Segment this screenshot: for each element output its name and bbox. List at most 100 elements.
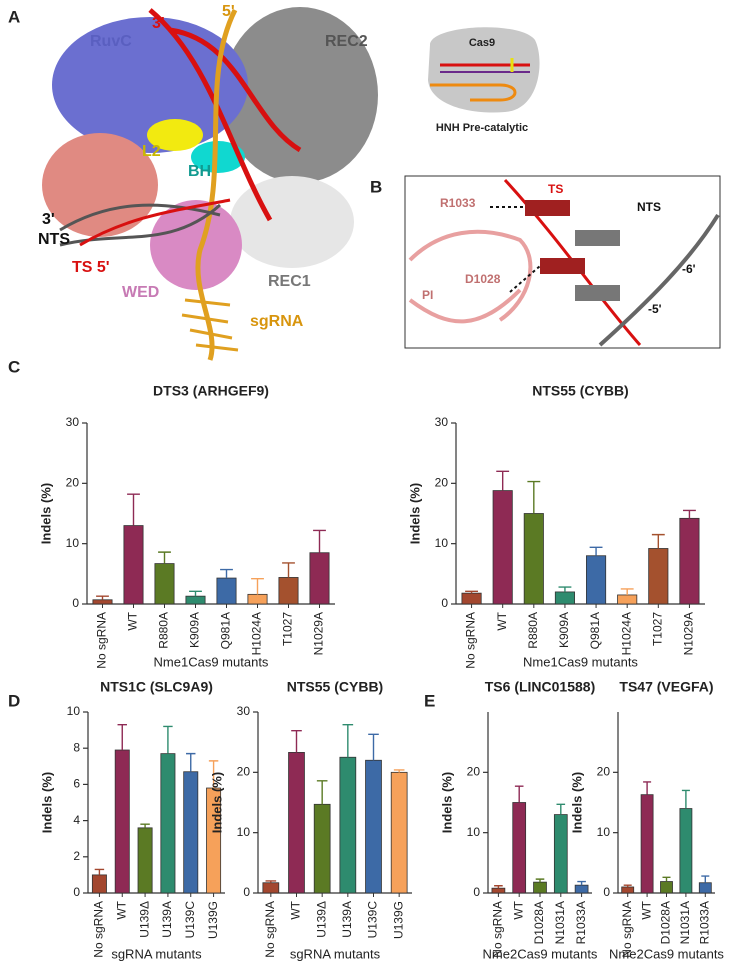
panel-letter: A [8,7,20,26]
y-tick-label: 20 [467,765,481,779]
bar [365,759,382,894]
y-tick-label: 0 [441,596,448,610]
error-bar [494,885,503,889]
x-tick-label: No sgRNA [95,612,109,669]
y-tick-label: 2 [73,849,80,863]
bar [123,525,144,605]
error-bar [127,493,140,526]
error-bar [577,880,586,886]
chart-title: TS6 (LINC01588) [485,679,595,695]
y-tick-label: 20 [435,476,449,490]
x-tick-label: T1027 [281,612,295,646]
y-tick-label: 30 [435,415,449,429]
strand-label: 3' [42,211,55,228]
domain-label: sgRNA [250,313,304,330]
x-axis-label: Nme1Cas9 mutants [154,654,269,669]
bar [278,577,299,605]
error-bar [701,875,710,883]
x-tick-label: Q981A [219,612,233,649]
bar [461,592,482,605]
bar [91,874,107,894]
x-tick-label: U139A [340,901,354,938]
bar [185,595,206,605]
strand-label: NTS [38,231,70,248]
bar [640,794,654,894]
error-bar [265,880,277,883]
residue-label: TS [548,182,563,196]
error-bar [189,590,202,597]
x-tick-label: R880A [157,612,171,649]
x-tick-label: T1027 [650,612,664,646]
y-tick-label: 20 [237,765,251,779]
x-tick-label: No sgRNA [491,901,505,958]
residue-label: D1028 [465,272,501,286]
bar [216,577,237,605]
x-axis-label: Nme2Cas9 mutants [609,946,724,961]
bar [154,563,175,605]
error-bar [589,546,603,556]
y-tick-label: 8 [73,740,80,754]
error-bar [643,781,652,795]
strand-label: 5' [222,3,235,20]
bar [114,749,130,894]
y-axis-label: Indels (%) [569,772,584,833]
error-bar [251,577,264,595]
x-tick-label: WT [511,900,525,919]
bar [492,490,513,605]
bar [183,771,199,894]
y-tick-label: 0 [73,885,80,899]
y-tick-label: 10 [467,825,481,839]
bar [554,591,575,605]
domain-label: L2 [142,143,161,160]
bar [92,599,113,605]
residue-label: -6' [682,262,696,276]
x-tick-label: U139C [183,901,197,939]
bar [574,884,589,894]
bar [491,887,506,894]
y-axis-label: Indels (%) [39,772,54,833]
x-tick-label: Q981A [588,612,602,649]
x-tick-label: D1028A [532,901,546,944]
x-tick-label: U139Δ [137,901,151,938]
error-bar [117,723,127,751]
error-bar [558,586,572,592]
y-axis-label: Indels (%) [209,772,224,833]
x-tick-label: H1024A [619,612,633,655]
y-tick-label: 6 [73,777,80,791]
y-tick-label: 20 [66,476,80,490]
x-tick-label: WT [126,611,140,630]
error-bar [651,533,665,549]
bar [553,814,568,894]
chart-title: NTS55 (CYBB) [532,383,628,399]
y-axis-label: Indels (%) [38,483,53,544]
panel-letter: E [424,691,435,710]
bar [648,548,669,605]
error-bar [527,480,541,514]
y-axis-label: Indels (%) [439,772,454,833]
bar [309,552,330,605]
x-tick-label: N1031A [553,901,567,944]
chart-title: NTS55 (CYBB) [287,679,383,695]
x-tick-label: U139G [206,901,220,939]
bar [288,752,305,894]
residue-label: NTS [637,200,661,214]
error-bar [140,823,150,828]
error-bar [465,590,478,594]
y-tick-label: 0 [243,885,250,899]
error-bar [393,769,405,773]
y-tick-label: 10 [597,825,611,839]
x-tick-label: No sgRNA [620,901,634,958]
y-tick-label: 10 [67,704,81,718]
error-bar [96,595,109,600]
x-tick-label: No sgRNA [263,901,277,958]
bar [698,882,712,894]
panel-letter: D [8,691,20,710]
bar [160,753,176,894]
bar [533,881,547,894]
bar [586,555,607,605]
error-bar [556,803,566,815]
error-bar [291,730,302,753]
bar [660,881,673,894]
x-tick-label: H1024A [250,612,264,655]
bar [512,802,527,894]
